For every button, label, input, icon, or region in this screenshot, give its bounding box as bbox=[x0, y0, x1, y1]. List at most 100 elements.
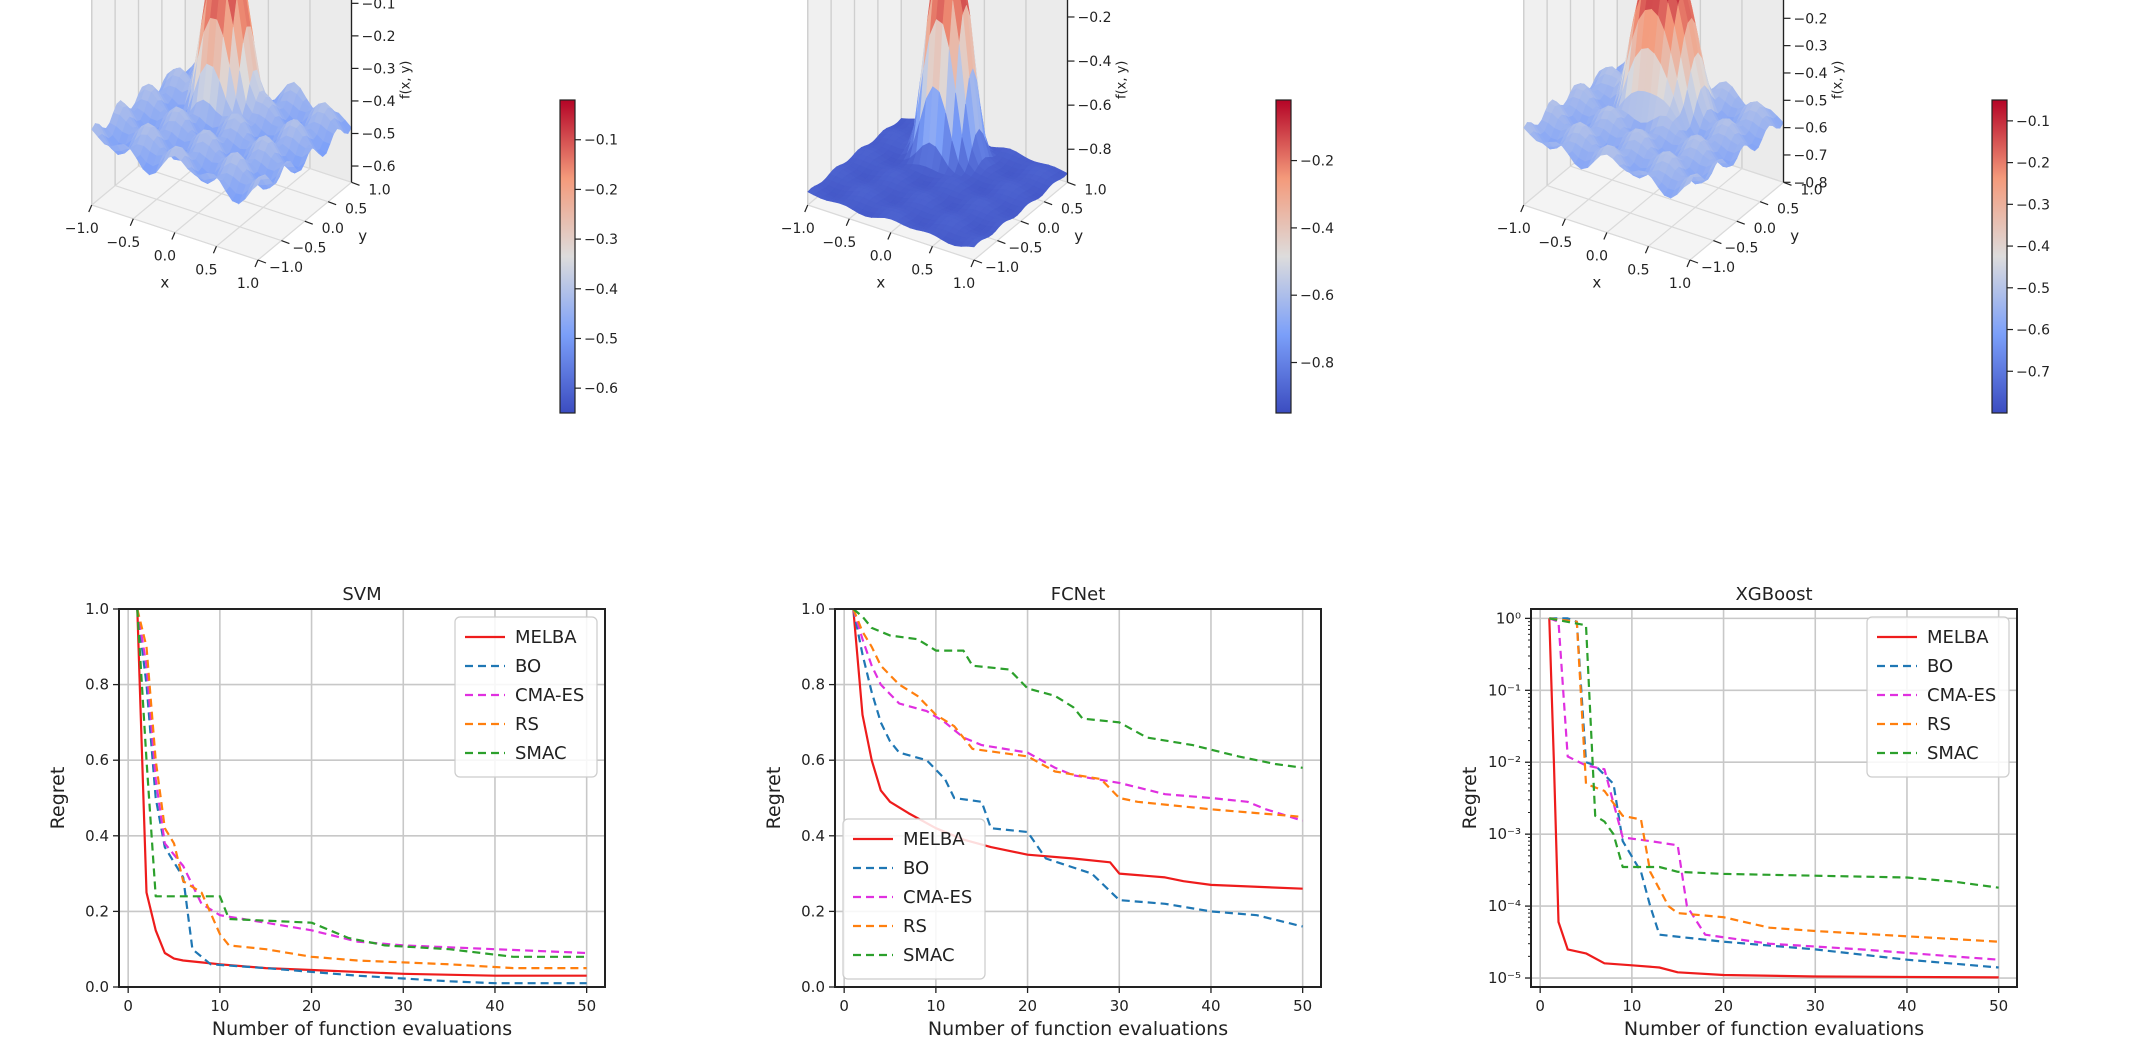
legend-label-melba: MELBA bbox=[515, 627, 577, 648]
y-tick bbox=[1043, 201, 1053, 206]
surface-mesh bbox=[1523, 0, 1784, 199]
surface-plot-1: −1.0−1.0−0.5 −0.50.00.00.50.51.01.0xy−0.1… bbox=[65, 0, 618, 414]
x-tick-label: 0 bbox=[1535, 997, 1545, 1015]
colorbar-tick-label: −0.5 bbox=[2016, 281, 2050, 297]
x-tick-label: 20 bbox=[1714, 997, 1733, 1015]
colorbar bbox=[1991, 99, 2008, 414]
z-tick-label: −0.8 bbox=[1078, 142, 1112, 158]
series-line-smac bbox=[852, 609, 1303, 769]
y-tick-label: 0.5 bbox=[1777, 202, 1799, 218]
x-tick bbox=[970, 259, 975, 268]
y-axis-label: Regret bbox=[1459, 767, 1481, 830]
z-tick-label: −0.7 bbox=[1794, 148, 1828, 164]
z-tick-label: −0.1 bbox=[362, 0, 396, 12]
x-tick bbox=[928, 246, 933, 254]
legend: MELBA BO CMA-ES RS SMAC bbox=[454, 616, 598, 778]
z-tick-label: −0.4 bbox=[1794, 66, 1828, 82]
series-line-bo bbox=[1549, 617, 1999, 969]
x-tick-label: 20 bbox=[302, 997, 321, 1015]
x-tick bbox=[171, 232, 176, 240]
floor-gridline bbox=[138, 165, 305, 222]
surface-patch bbox=[1682, 174, 1695, 189]
z-tick-label: −0.6 bbox=[362, 159, 396, 175]
colorbar-tick-label: −0.6 bbox=[584, 381, 618, 397]
z-tick-label: −0.5 bbox=[1794, 93, 1828, 109]
axes-frame bbox=[834, 608, 1322, 988]
x-tick-label: −1.0 bbox=[65, 221, 99, 237]
colorbar-tick-label: −0.3 bbox=[584, 232, 618, 248]
x-axis-label: x bbox=[876, 274, 885, 292]
x-tick bbox=[88, 204, 93, 213]
series-line-bo bbox=[136, 609, 587, 985]
x-tick-label: 0.0 bbox=[870, 249, 892, 265]
y-tick-label: −0.5 bbox=[292, 241, 326, 257]
x-tick bbox=[804, 204, 809, 213]
y-tick bbox=[327, 201, 337, 206]
y-axis-label: y bbox=[1790, 227, 1799, 245]
x-tick-label: 10 bbox=[1622, 997, 1641, 1015]
series-group bbox=[136, 609, 587, 985]
x-axis-label: Number of function evaluations bbox=[928, 1018, 1228, 1040]
x-tick-label: −1.0 bbox=[781, 221, 815, 237]
y-tick bbox=[257, 259, 267, 264]
z-axis-label: f(x, y) bbox=[399, 61, 414, 99]
x-tick-label: 1.0 bbox=[1669, 276, 1691, 292]
x-tick-label: 50 bbox=[1989, 997, 2008, 1015]
x-tick-label: 40 bbox=[485, 997, 504, 1015]
y-tick-label: 1.0 bbox=[85, 600, 109, 618]
x-tick-label: 1.0 bbox=[237, 276, 259, 292]
y-tick bbox=[1713, 240, 1722, 245]
x-tick-label: 0 bbox=[839, 997, 849, 1015]
series-line-cma-es bbox=[1548, 617, 1999, 961]
surface-patch bbox=[251, 176, 262, 191]
y-tick-label: 0.2 bbox=[85, 902, 109, 920]
floor-gridline bbox=[1648, 168, 1743, 247]
z-axis-label: f(x, y) bbox=[1831, 61, 1846, 99]
series-line-melba bbox=[852, 609, 1303, 890]
y-axis-label: Regret bbox=[47, 767, 69, 830]
y-tick-label: 0.0 bbox=[322, 221, 344, 237]
floor-gridline bbox=[216, 168, 311, 247]
series-line-smac bbox=[1549, 617, 1999, 889]
colorbar-tick-label: −0.2 bbox=[2016, 156, 2050, 172]
x-tick-label: 10 bbox=[926, 997, 945, 1015]
z-tick-label: −0.2 bbox=[1078, 10, 1112, 26]
y-tick bbox=[973, 259, 983, 264]
x-tick bbox=[1603, 232, 1608, 240]
y-tick-label: 10⁰ bbox=[1496, 609, 1521, 627]
chart-title: XGBoost bbox=[1735, 584, 1812, 605]
x-axis-label: Number of function evaluations bbox=[212, 1018, 512, 1040]
y-tick-label: 0.6 bbox=[85, 751, 109, 769]
legend-label-smac: SMAC bbox=[515, 743, 567, 764]
x-axis-label: x bbox=[1592, 274, 1601, 292]
y-tick bbox=[1759, 201, 1769, 206]
y-tick-label: 1.0 bbox=[1084, 182, 1106, 198]
colorbar-tick-label: −0.5 bbox=[584, 331, 618, 347]
colorbar-tick-label: −0.7 bbox=[2016, 364, 2050, 380]
z-tick-label: −0.8 bbox=[1794, 175, 1828, 191]
x-tick-label: 0.5 bbox=[911, 262, 933, 278]
legend-label-cma-es: CMA-ES bbox=[1927, 685, 1996, 706]
colorbar-tick-label: −0.3 bbox=[2016, 197, 2050, 213]
legend-label-rs: RS bbox=[903, 916, 927, 937]
colorbar-tick-label: −0.1 bbox=[584, 133, 618, 149]
x-tick-label: 50 bbox=[1293, 997, 1312, 1015]
x-tick-label: 0.0 bbox=[154, 249, 176, 265]
legend-box bbox=[1866, 616, 2010, 778]
surface-mesh bbox=[807, 0, 1069, 248]
y-tick bbox=[1689, 259, 1699, 264]
y-tick-label: 0.4 bbox=[85, 827, 109, 845]
y-tick-label: −1.0 bbox=[269, 260, 303, 276]
x-tick-label: −0.5 bbox=[1538, 235, 1572, 251]
regret-chart-xgboost: 0 10 20 30 40 50 10⁰ 10⁻¹ 10⁻² 10⁻³ 10⁻⁴ 10⁻⁵ XGBoos… bbox=[1459, 584, 2018, 1040]
axes-frame bbox=[1530, 608, 2018, 988]
legend-label-melba: MELBA bbox=[1927, 627, 1989, 648]
y-tick-label: 0.2 bbox=[801, 902, 825, 920]
series-line-melba bbox=[136, 609, 587, 977]
series-group bbox=[852, 609, 1304, 928]
y-tick-label: 0.8 bbox=[85, 676, 109, 694]
series-line-rs bbox=[136, 609, 587, 970]
colorbar-tick-label: −0.2 bbox=[1300, 154, 1334, 170]
x-tick bbox=[1644, 246, 1649, 254]
